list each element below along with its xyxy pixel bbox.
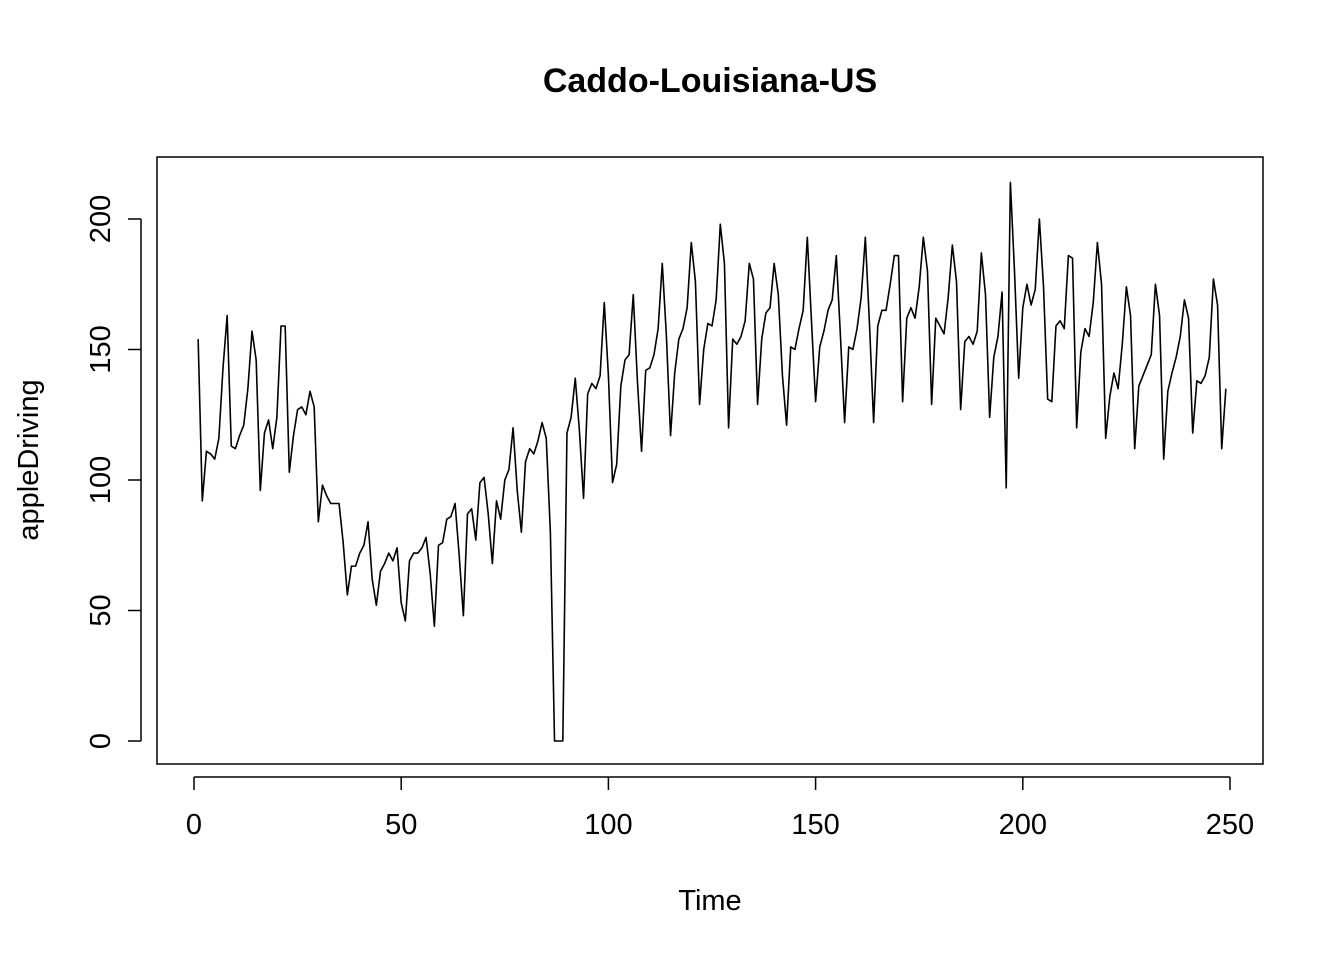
chart-title: Caddo-Louisiana-US xyxy=(543,62,877,100)
y-tick-label: 100 xyxy=(85,456,117,504)
y-tick-label: 0 xyxy=(85,733,117,749)
x-tick-label: 100 xyxy=(584,809,632,841)
plot-frame xyxy=(156,156,1264,765)
y-axis: 0 50 100 150 200 xyxy=(85,195,142,749)
x-tick-label: 200 xyxy=(999,809,1047,841)
y-tick-label: 50 xyxy=(85,594,117,626)
y-tick-label: 150 xyxy=(85,325,117,373)
x-tick-label: 250 xyxy=(1206,809,1254,841)
x-axis: 0 50 100 150 200 250 xyxy=(186,776,1254,841)
y-tick-label: 200 xyxy=(85,195,117,243)
x-tick-label: 50 xyxy=(385,809,417,841)
x-tick-label: 150 xyxy=(791,809,839,841)
x-tick-label: 0 xyxy=(186,809,202,841)
series-line xyxy=(197,181,1227,742)
y-axis-label: appleDriving xyxy=(13,379,45,540)
x-axis-label: Time xyxy=(678,885,741,917)
